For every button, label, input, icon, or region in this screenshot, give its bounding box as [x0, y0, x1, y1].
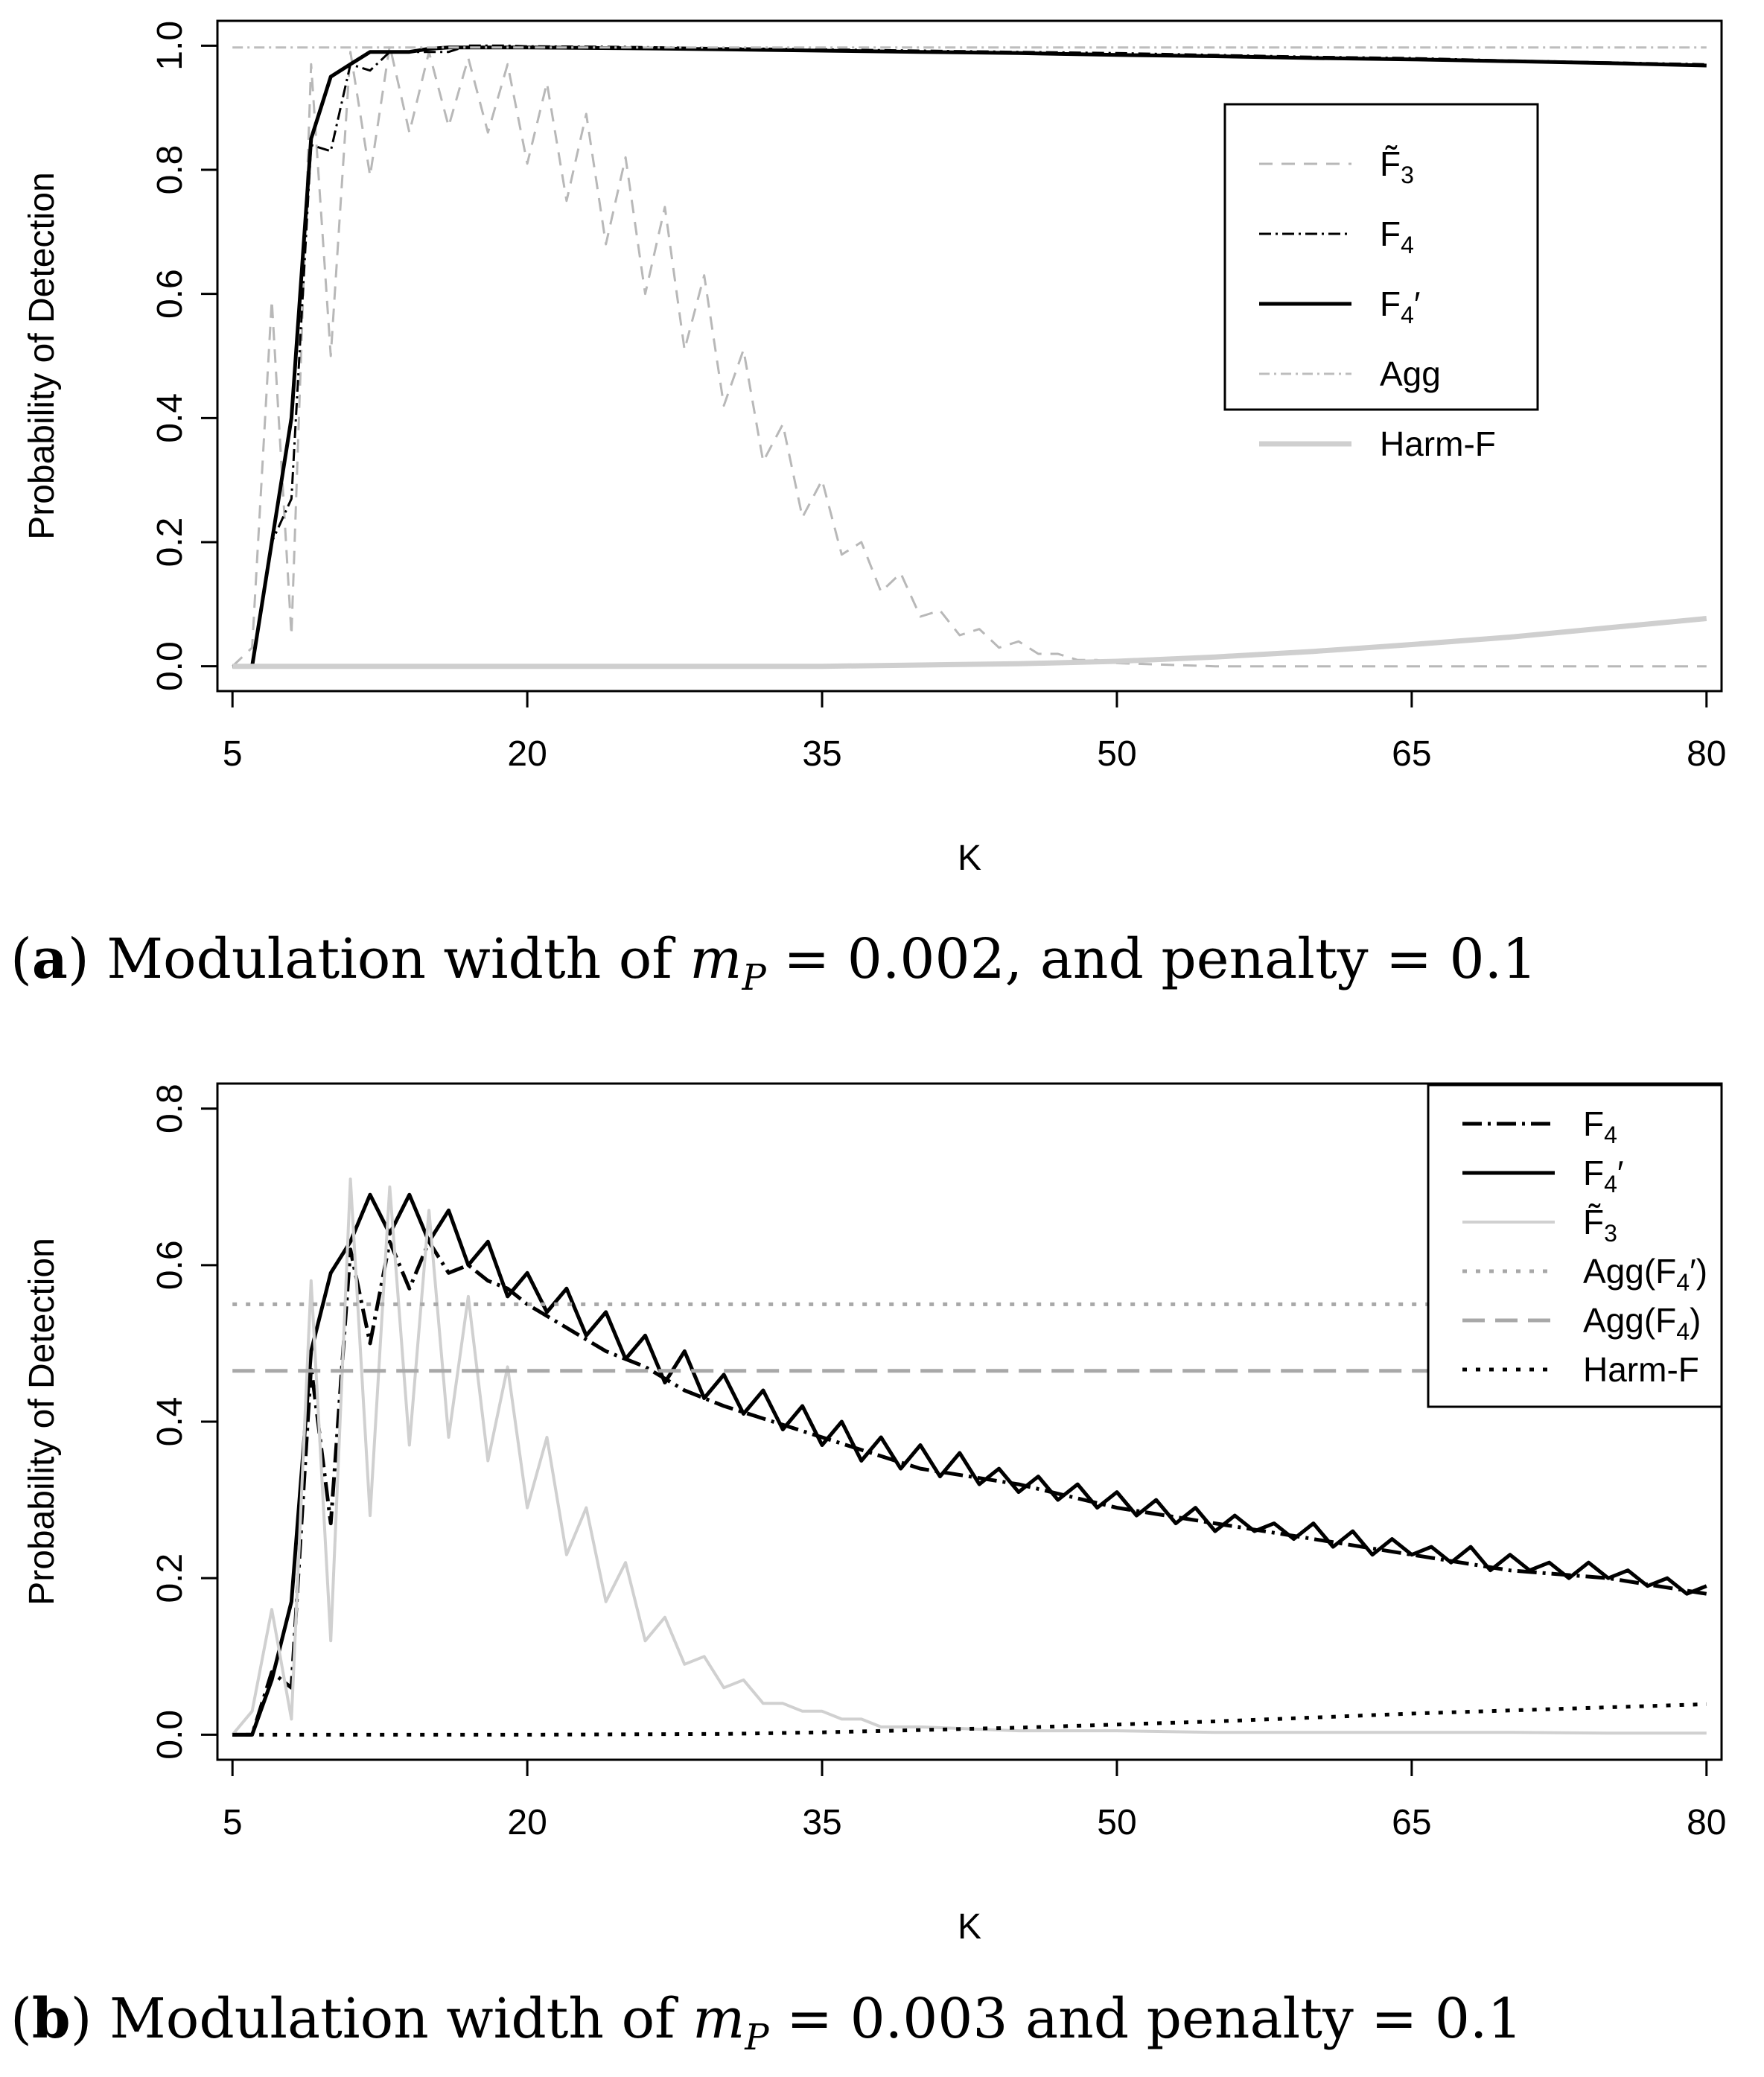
legend-label: Agg(F4′) [1583, 1252, 1707, 1296]
caption-b-label: b [31, 1987, 71, 2051]
legend-label: F̃3 [1583, 1203, 1617, 1247]
y-tick-label: 0.8 [150, 145, 190, 195]
y-axis-label: Probability of Detection [22, 172, 62, 540]
legend-label: F4′ [1380, 284, 1421, 328]
y-tick-label: 0.4 [150, 393, 190, 443]
legend-label: F4 [1583, 1104, 1617, 1148]
series-line-4 [232, 616, 1707, 669]
x-tick-label: 50 [1097, 1803, 1136, 1842]
chart-panel-b: 5 20 35 50 65 80 0.0 0.2 0.4 0.6 0.8 K Probability o… [22, 1082, 1726, 1947]
series-line-1 [232, 1192, 1707, 1737]
caption-a-label: a [31, 927, 68, 991]
legend-box-b [1427, 1084, 1723, 1408]
caption-b-rest: = 0.003 and penalty = 0.1 [768, 1987, 1523, 2051]
x-tick-label: 80 [1687, 734, 1726, 774]
y-axis-label: Probability of Detection [22, 1238, 62, 1606]
x-tick-label: 5 [223, 1803, 243, 1842]
legend-label: Agg(F4) [1583, 1301, 1701, 1345]
y-tick-label: 0.6 [150, 269, 190, 319]
x-tick-label: 35 [802, 1803, 841, 1842]
x-axis-label: K [958, 839, 981, 878]
x-tick-label: 80 [1687, 1803, 1726, 1842]
caption-b-text: Modulation width of [109, 1987, 693, 2051]
chart-panel-a: 5 20 35 50 65 80 0.0 0.2 0.4 0.6 0.8 1.0 K Probabilit… [22, 19, 1726, 878]
y-tick-label: 0.4 [150, 1397, 190, 1447]
x-tick-label: 5 [223, 734, 243, 774]
legend-label: F4′ [1583, 1154, 1624, 1197]
x-tick-label: 65 [1392, 734, 1431, 774]
legend-label: Agg [1380, 354, 1441, 393]
caption-a-math-sub: P [742, 956, 766, 999]
x-tick-label: 50 [1097, 734, 1136, 774]
y-tick-label: 0.0 [150, 641, 190, 691]
y-tick-label: 0.0 [150, 1710, 190, 1760]
plot-frame-a [216, 19, 1723, 693]
x-axis-label: K [958, 1907, 981, 1947]
caption-b-math-sub: P [745, 2016, 769, 2058]
x-tick-label: 35 [802, 734, 841, 774]
legend-box-a [1223, 103, 1539, 411]
y-tick-label: 1.0 [150, 21, 190, 71]
caption-a-text: Modulation width of [106, 927, 690, 991]
y-tick-label: 0.2 [150, 1553, 190, 1603]
caption-a: (a) Modulation width of mP = 0.002, and … [10, 927, 1538, 999]
caption-a-math-var: m [690, 927, 742, 991]
y-tick-label: 0.2 [150, 518, 190, 567]
legend-label: Harm-F [1380, 424, 1496, 463]
legend-label: Harm-F [1583, 1350, 1699, 1389]
series-line-2 [231, 1177, 1707, 1736]
series-line-0 [232, 1239, 1707, 1737]
y-tick-label: 0.6 [150, 1240, 190, 1290]
x-tick-label: 20 [507, 1803, 547, 1842]
series-group-a [232, 44, 1707, 669]
caption-b: (b) Modulation width of mP = 0.003 and p… [10, 1987, 1523, 2058]
legend-label: F̃3 [1380, 144, 1414, 188]
caption-a-rest: = 0.002, and penalty = 0.1 [765, 927, 1538, 991]
x-tick-label: 65 [1392, 1803, 1431, 1842]
y-tick-label: 0.8 [150, 1084, 190, 1133]
legend-label: F4 [1380, 214, 1414, 258]
series-line-0 [232, 44, 1707, 668]
x-tick-label: 20 [507, 734, 547, 774]
caption-b-math-var: m [692, 1987, 745, 2051]
